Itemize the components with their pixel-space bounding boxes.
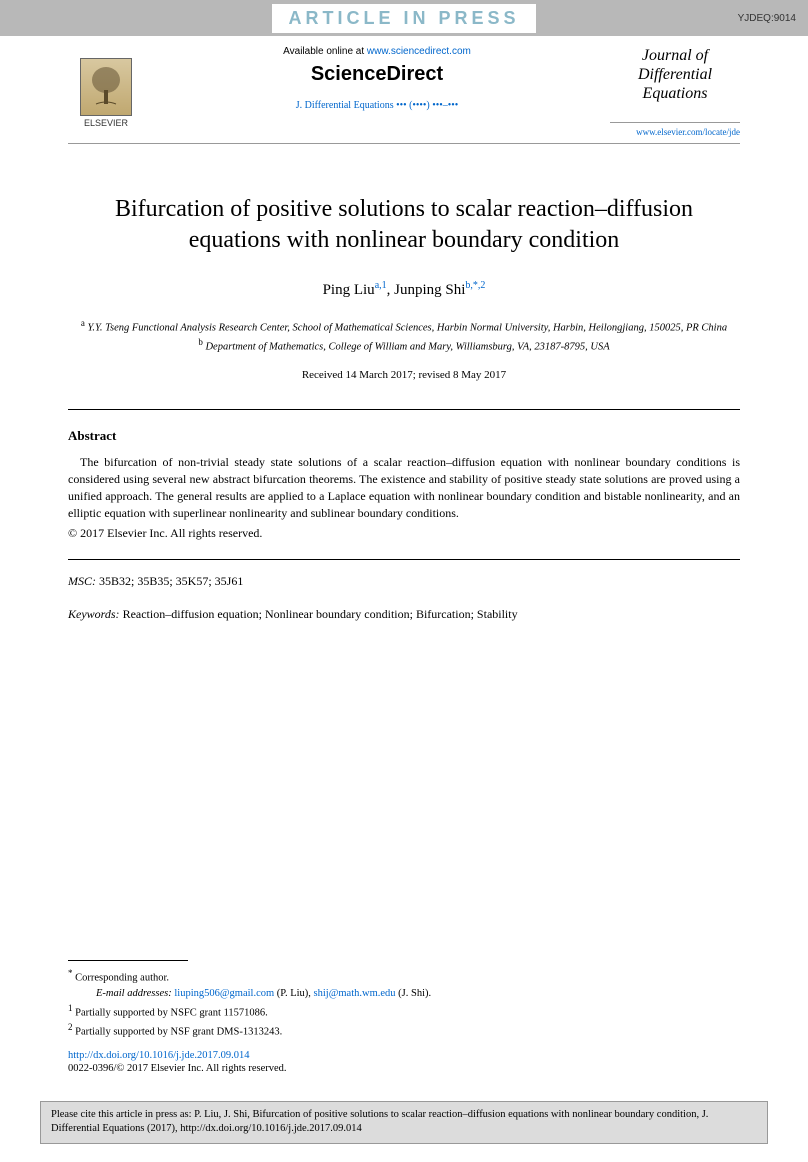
email-who: (J. Shi). — [396, 988, 432, 999]
fn1-text: Partially supported by NSFC grant 115710… — [75, 1007, 268, 1018]
sciencedirect-url[interactable]: www.sciencedirect.com — [367, 46, 471, 57]
journal-box: Journal of Differential Equations www.el… — [610, 46, 740, 137]
author-name: Ping Liu — [323, 282, 375, 298]
authors: Ping Liua,1, Junping Shib,*,2 — [68, 280, 740, 299]
footnote-2: 2 Partially supported by NSF grant DMS-1… — [68, 1021, 740, 1040]
footnote-corresponding: * Corresponding author. — [68, 967, 740, 986]
aff-sup-a: a — [81, 318, 85, 328]
email-label: E-mail addresses: — [96, 988, 172, 999]
doi-link[interactable]: http://dx.doi.org/10.1016/j.jde.2017.09.… — [68, 1050, 740, 1061]
document-id: YJDEQ:9014 — [738, 13, 796, 24]
author-marks[interactable]: a,1 — [375, 280, 387, 291]
msc-block: MSC: 35B32; 35B35; 35K57; 35J61 — [68, 574, 740, 589]
main-content: Bifurcation of positive solutions to sca… — [0, 194, 808, 622]
journal-url[interactable]: www.elsevier.com/locate/jde — [610, 127, 740, 137]
affiliations: a Y.Y. Tseng Functional Analysis Researc… — [68, 317, 740, 356]
author-name: Junping Shi — [394, 282, 465, 298]
author-marks[interactable]: b,*,2 — [465, 280, 485, 291]
paper-title: Bifurcation of positive solutions to sca… — [98, 194, 710, 256]
elsevier-tree-icon — [80, 58, 132, 116]
fn2-text: Partially supported by NSF grant DMS-131… — [75, 1026, 282, 1037]
email-who: (P. Liu), — [274, 988, 313, 999]
email-link[interactable]: shij@math.wm.edu — [314, 988, 396, 999]
abstract-text: The bifurcation of non-trivial steady st… — [68, 454, 740, 521]
abstract-heading: Abstract — [68, 428, 740, 444]
corresponding-star: * — [68, 968, 73, 978]
abstract-bottom-rule — [68, 559, 740, 560]
journal-reference[interactable]: J. Differential Equations ••• (••••) •••… — [164, 100, 590, 111]
aff-sup-b: b — [198, 337, 203, 347]
footnote-emails: E-mail addresses: liuping506@gmail.com (… — [68, 986, 740, 1002]
keywords-text: Reaction–diffusion equation; Nonlinear b… — [120, 607, 518, 621]
citation-box: Please cite this article in press as: P.… — [40, 1101, 768, 1144]
fn1-sup: 1 — [68, 1003, 73, 1013]
status-banner: ARTICLE IN PRESS YJDEQ:9014 — [0, 0, 808, 36]
available-prefix: Available online at — [283, 46, 367, 57]
fn2-sup: 2 — [68, 1022, 73, 1032]
abstract-top-rule — [68, 409, 740, 410]
header: ELSEVIER Available online at www.science… — [0, 36, 808, 141]
journal-title: Journal of Differential Equations — [610, 46, 740, 123]
msc-label: MSC: — [68, 574, 96, 588]
dates: Received 14 March 2017; revised 8 May 20… — [68, 369, 740, 381]
footnote-rule — [68, 960, 188, 961]
aff-a-text: Y.Y. Tseng Functional Analysis Research … — [88, 322, 728, 333]
keywords-block: Keywords: Reaction–diffusion equation; N… — [68, 607, 740, 622]
elsevier-logo: ELSEVIER — [68, 46, 144, 128]
header-center: Available online at www.sciencedirect.co… — [144, 46, 610, 111]
article-in-press-badge: ARTICLE IN PRESS — [272, 4, 535, 33]
affiliation-a: a Y.Y. Tseng Functional Analysis Researc… — [68, 317, 740, 336]
issn-line: 0022-0396/© 2017 Elsevier Inc. All right… — [68, 1063, 740, 1074]
footnotes-block: * Corresponding author. E-mail addresses… — [68, 960, 740, 1075]
keywords-label: Keywords: — [68, 607, 120, 621]
elsevier-label: ELSEVIER — [84, 118, 128, 128]
corresponding-text: Corresponding author. — [75, 972, 169, 983]
affiliation-b: b Department of Mathematics, College of … — [68, 336, 740, 355]
msc-codes: 35B32; 35B35; 35K57; 35J61 — [96, 574, 243, 588]
sciencedirect-brand: ScienceDirect — [164, 63, 590, 86]
header-divider — [68, 143, 740, 144]
available-online-text: Available online at www.sciencedirect.co… — [164, 46, 590, 57]
footnote-1: 1 Partially supported by NSFC grant 1157… — [68, 1002, 740, 1021]
email-link[interactable]: liuping506@gmail.com — [174, 988, 274, 999]
abstract-copyright: © 2017 Elsevier Inc. All rights reserved… — [68, 526, 740, 541]
aff-b-text: Department of Mathematics, College of Wi… — [205, 342, 609, 353]
